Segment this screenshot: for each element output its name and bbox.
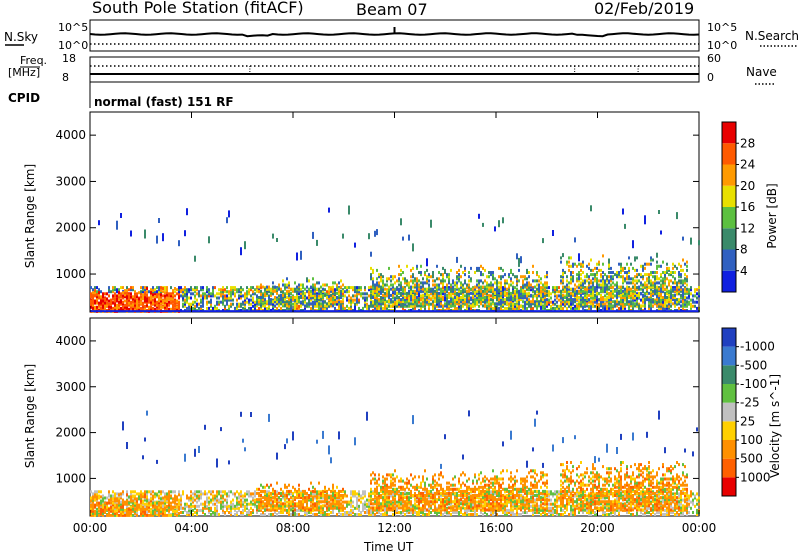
nave-label: Nave [746, 65, 777, 79]
velocity-ylabel: Slant Range [km] [23, 363, 37, 469]
power-ytick-label-2: 3000 [55, 174, 86, 188]
velocity-cbar-frame [721, 327, 737, 497]
xtick-label-6: 00:00 [682, 521, 717, 535]
velocity-cbar-seg-0 [722, 477, 736, 496]
power-cbar-seg-5 [722, 164, 736, 186]
velocity-ytick-label-1: 2000 [55, 426, 86, 440]
velocity-cbar-seg-6 [722, 365, 736, 384]
velocity-cbar-ticklabel-4: -25 [740, 396, 760, 410]
power-cbar-ticklabel-5: 24 [740, 158, 755, 172]
power-cbar-seg-2 [722, 228, 736, 250]
velocity-cbar-ticklabel-6: -500 [740, 358, 767, 372]
nave-tick-bottom: 0 [707, 71, 714, 84]
velocity-cbar-seg-4 [722, 402, 736, 422]
xtick-label-0: 00:00 [73, 521, 108, 535]
power-cbar-ticklabel-6: 28 [740, 136, 755, 150]
power-cbar-ticklabel-1: 8 [740, 243, 748, 257]
power-cbar-seg-7 [722, 122, 736, 144]
velocity-cbar-seg-1 [722, 458, 736, 478]
freq-tick-bottom: 8 [62, 71, 69, 84]
nsky-label: N.Sky [4, 30, 39, 44]
velocity-cbar-ticklabel-3: 25 [740, 414, 755, 428]
power-echoes [90, 205, 700, 313]
power-cbar-seg-4 [722, 185, 736, 207]
velocity-cbar-label: Velocity [m s^-1] [768, 373, 782, 479]
power-cbar-seg-0 [722, 270, 736, 292]
power-cbar-ticklabel-3: 16 [740, 200, 755, 214]
xtick-label-2: 08:00 [276, 521, 311, 535]
freq-unit: [MHz] [8, 66, 41, 79]
station-title: South Pole Station (fitACF) [92, 0, 304, 17]
xtick-label-1: 04:00 [174, 521, 209, 535]
velocity-cbar-ticklabel-7: -1000 [740, 340, 775, 354]
cpid-label: CPID [8, 91, 41, 105]
velocity-echoes [90, 410, 700, 517]
freq-tick-top: 18 [62, 52, 76, 65]
xtick-label-4: 16:00 [479, 521, 514, 535]
power-cbar-ticklabel-0: 4 [740, 264, 748, 278]
velocity-ytick-label-0: 1000 [55, 471, 86, 485]
velocity-cbar-seg-2 [722, 440, 736, 459]
freq-label: Freq. [20, 54, 48, 67]
nsearch-tick-top: 10^5 [707, 21, 738, 34]
velocity-ytick-label-3: 4000 [55, 334, 86, 348]
velocity-cbar-seg-3 [722, 421, 736, 440]
velocity-ytick-label-2: 3000 [55, 380, 86, 394]
beam-title: Beam 07 [356, 0, 428, 19]
power-ylabel: Slant Range [km] [23, 163, 37, 269]
cpid-text: normal (fast) 151 RF [94, 95, 234, 109]
velocity-cbar-ticklabel-5: -100 [740, 377, 767, 391]
nave-tick-top: 60 [707, 52, 721, 65]
velocity-cbar-seg-8 [722, 328, 736, 347]
power-cbar-seg-6 [722, 143, 736, 165]
power-cbar-seg-1 [722, 249, 736, 271]
freq-panel [89, 56, 700, 83]
power-cbar-label: Power [dB] [765, 183, 779, 249]
velocity-cbar-ticklabel-2: 100 [740, 433, 763, 447]
xtick-label-5: 20:00 [580, 521, 615, 535]
power-cbar-ticklabel-2: 12 [740, 221, 755, 235]
power-cbar-seg-3 [722, 207, 736, 229]
power-ytick-label-3: 4000 [55, 128, 86, 142]
nsky-tick-top: 10^5 [58, 21, 89, 34]
nsky-tick-bottom: 10^0 [58, 39, 89, 52]
nsearch-tick-bottom: 10^0 [707, 39, 738, 52]
xtick-label-3: 12:00 [377, 521, 412, 535]
time-xlabel: Time UT [364, 540, 414, 554]
velocity-cbar-ticklabel-1: 500 [740, 452, 763, 466]
nsearch-label: N.Search [745, 29, 800, 43]
power-ytick-label-0: 1000 [55, 267, 86, 281]
date-title: 02/Feb/2019 [594, 0, 695, 18]
velocity-cbar-seg-5 [722, 384, 736, 403]
velocity-cbar-ticklabel-0: 1000 [740, 470, 771, 484]
power-ytick-label-1: 2000 [55, 221, 86, 235]
velocity-cbar-seg-7 [722, 346, 736, 366]
power-cbar-ticklabel-4: 20 [740, 179, 755, 193]
